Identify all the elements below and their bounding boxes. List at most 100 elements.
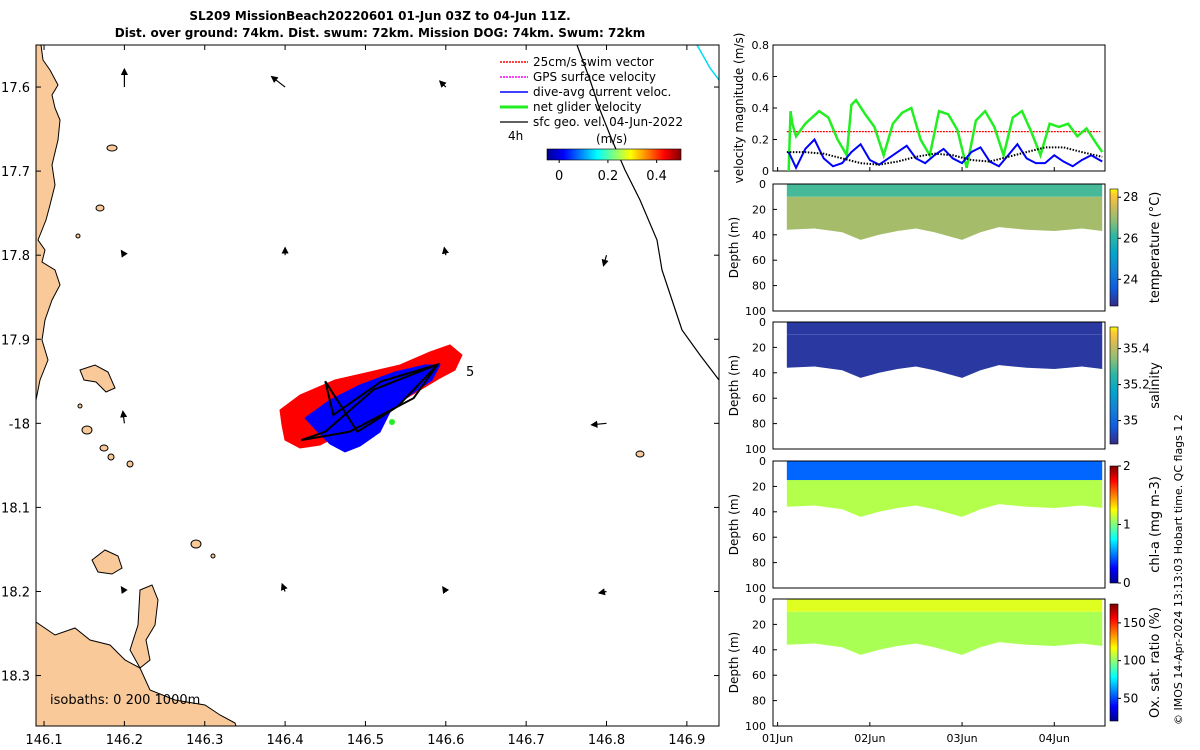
map-content: 5 [36, 45, 719, 726]
colorbar-tick-label: 100 [1123, 654, 1146, 668]
geo-velocity-arrow [438, 80, 447, 88]
figure-title-line1: SL209 MissionBeach20220601 01-Jun 03Z to… [189, 9, 571, 23]
section-frame [772, 460, 1106, 589]
colorbar-tick-label: 24 [1123, 272, 1138, 286]
colorbar-tick-label: 150 [1123, 616, 1146, 630]
depth-tick-label: 100 [745, 443, 766, 456]
net-velocity-series [787, 98, 1104, 172]
geo-velocity-arrow [597, 588, 607, 596]
map-y-tick-label: 17.9 [1, 333, 30, 348]
geo-velocity-arrow [280, 582, 288, 592]
depth-tick-label: 60 [752, 669, 766, 682]
section-surface-layer [786, 599, 1103, 612]
velocity-frame [772, 44, 1106, 172]
dive-current-series [787, 137, 1103, 171]
map-y-tick-label: 18.1 [1, 501, 30, 516]
mainland-coast [36, 45, 61, 401]
colorbar-units: (m/s) [596, 132, 627, 146]
colorbar-tick-label: 1 [1123, 518, 1131, 532]
velocity-ylabel: velocity magnitude (m/s) [732, 33, 746, 184]
depth-tick-label: 60 [752, 254, 766, 267]
temperature-colorbar-label: temperature (°C) [1148, 192, 1163, 304]
map-y-tick-label: 18.3 [1, 670, 30, 685]
salinity-section: 0 20 40 60 80 100 Depth (m) 35 35.2 35.4 salinity [727, 316, 1163, 456]
colorbar-tick-label: 28 [1123, 190, 1138, 204]
isobath-cyan [696, 45, 719, 81]
time-tick-label: 04Jun [1039, 732, 1070, 745]
chl-a-colorbar-label: chl-a (mg m-3) [1148, 476, 1163, 573]
map-y-tick-label: 18.2 [1, 585, 30, 600]
depth-tick-label: 0 [759, 455, 766, 468]
section-surface-layer [786, 461, 1103, 481]
oxygen-section: 0 20 40 60 80 100 Depth (m) 50 100 150 Ox. sat. ra… [727, 593, 1163, 733]
depth-tick-label: 80 [752, 557, 766, 570]
depth-tick-label: 20 [752, 480, 766, 493]
time-axis: 01Jun 02Jun 03Jun 04Jun [762, 167, 1070, 745]
map-frame [35, 44, 720, 727]
isobath-1000m [576, 45, 719, 381]
velocity-y-tick-label: 0.8 [752, 39, 770, 52]
island [635, 450, 645, 458]
depth-tick-label: 0 [759, 593, 766, 606]
map-colorbar-tick-label: 0.4 [646, 169, 667, 184]
depth-tick-label: 40 [752, 506, 766, 519]
oxygen-colorbar [1109, 603, 1119, 722]
island [99, 444, 109, 452]
depth-tick-label: 80 [752, 695, 766, 708]
depth-tick-label: 100 [745, 720, 766, 733]
island [126, 460, 134, 468]
colorbar-tick-label: 50 [1123, 691, 1138, 705]
time-label: 4h [508, 129, 523, 143]
chl-a-section: 0 20 40 60 80 100 Depth (m) 0 1 2 chl-a (mg m-3) [727, 455, 1163, 595]
oxygen-colorbar-label: Ox. sat. ratio (%) [1148, 607, 1163, 718]
island [77, 403, 83, 409]
depth-axis-label: Depth (m) [727, 217, 741, 278]
map-x-tick-label: 146.8 [588, 733, 625, 748]
depth-tick-label: 40 [752, 367, 766, 380]
figure-title-line2: Dist. over ground: 74km. Dist. swum: 72k… [114, 26, 646, 40]
section-frame [772, 183, 1106, 312]
map-x-tick-label: 146.5 [347, 733, 384, 748]
depth-tick-label: 0 [759, 316, 766, 329]
map-legend: 25cm/s swim vector GPS surface velocity … [500, 55, 683, 184]
velocity-y-axis: 0 0.2 0.4 0.6 0.8 [752, 39, 777, 178]
map-x-tick-label: 146.6 [427, 733, 464, 748]
depth-axis-label: Depth (m) [727, 355, 741, 416]
velocity-panel: 0 0.2 0.4 0.6 0.8 velocity magnitude (m/s) [732, 33, 1106, 184]
map-colorbar-tick-label: 0 [555, 169, 563, 184]
legend-entry: GPS surface velocity [533, 70, 656, 84]
depth-tick-label: 100 [745, 582, 766, 595]
island [190, 539, 202, 549]
section-lower-layer [786, 611, 1103, 655]
depth-tick-label: 20 [752, 618, 766, 631]
net-velocity-marker [389, 419, 395, 425]
colorbar-tick-label: 0 [1123, 576, 1131, 590]
map-y-tick-label: 17.7 [1, 165, 30, 180]
time-tick-label: 03Jun [946, 732, 977, 745]
geo-velocity-arrow [441, 246, 450, 256]
geo-velocity-arrow [120, 249, 128, 258]
legend-entry: 25cm/s swim vector [533, 55, 654, 69]
southern-coast [36, 621, 237, 726]
legend-entry: sfc geo. vel. 04-Jun-2022 [533, 115, 683, 129]
salinity-colorbar-label: salinity [1148, 362, 1163, 409]
colorbar-tick-label: 26 [1123, 231, 1138, 245]
section-lower-layer [786, 480, 1103, 517]
legend-entry: dive-avg current veloc. [533, 85, 671, 99]
map-x-tick-label: 146.1 [25, 733, 62, 748]
map-x-axis: 146.1 146.2 146.3 146.4 146.5 146.6 146.7 146.8… [25, 45, 705, 748]
depth-tick-label: 20 [752, 341, 766, 354]
depth-tick-label: 40 [752, 229, 766, 242]
copyright-note: © IMOS 14-Apr-2024 13:13:03 Hobart time.… [1172, 414, 1185, 725]
map-colorbar-ticks: 0 0.2 0.4 [555, 160, 667, 184]
map-x-tick-label: 146.4 [266, 733, 303, 748]
map-x-tick-label: 146.9 [668, 733, 705, 748]
velocity-series [786, 98, 1104, 172]
map-x-tick-label: 146.7 [508, 733, 545, 748]
map-x-tick-label: 146.2 [106, 733, 143, 748]
temperature-colorbar [1109, 188, 1119, 307]
map-panel: 5 146.1 146.2 146.3 146.4 146.5 146.6 146.7 146… [1, 44, 720, 748]
velocity-y-tick-label: 0.2 [752, 134, 770, 147]
island [95, 204, 105, 212]
